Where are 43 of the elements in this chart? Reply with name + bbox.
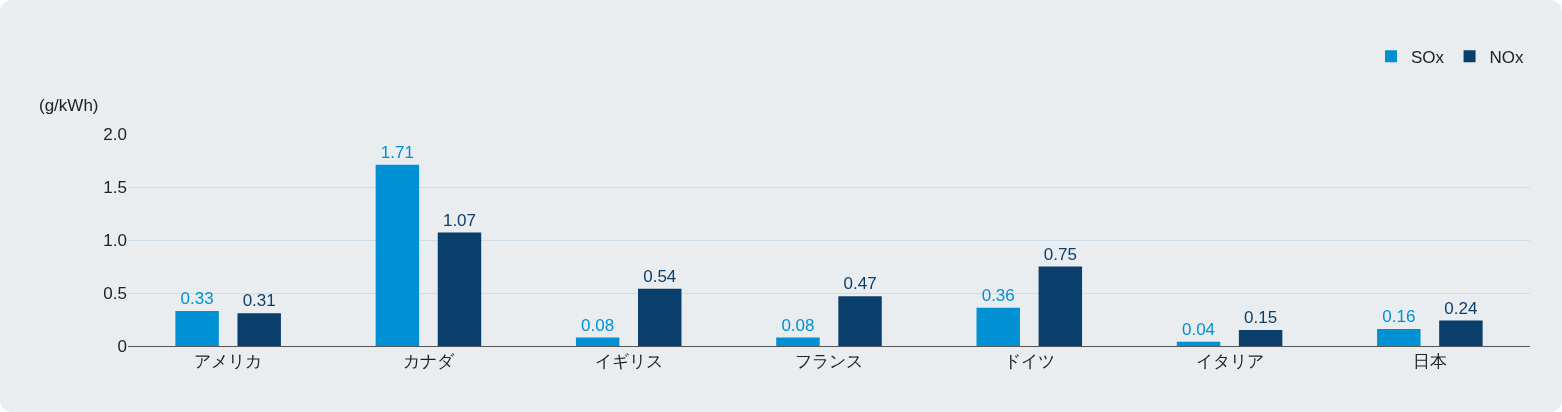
bar [575, 337, 620, 346]
legend-label: SOx [1411, 47, 1445, 67]
bar [437, 232, 482, 346]
data-label: 0.04 [1181, 319, 1216, 339]
data-label: 0.36 [981, 285, 1015, 305]
data-label: 1.71 [380, 142, 414, 162]
x-tick-label: フランス [795, 352, 863, 372]
y-tick-label: 1.0 [103, 230, 127, 250]
data-label: 1.07 [442, 210, 477, 230]
bar [237, 313, 281, 346]
x-tick-label: ドイツ [1003, 352, 1055, 372]
bar [838, 296, 882, 346]
bar [1176, 341, 1221, 346]
data-label: 0.15 [1244, 308, 1278, 328]
y-tick-label: 2.0 [103, 124, 127, 144]
bar [1439, 320, 1483, 346]
x-tick-label: アメリカ [194, 352, 263, 372]
y-axis-title: (g/kWh) [39, 96, 99, 115]
y-tick-label: 1.5 [103, 177, 127, 197]
legend-label: NOx [1489, 47, 1525, 67]
data-label: 0.54 [643, 266, 677, 286]
bar [1038, 266, 1083, 346]
bar [776, 337, 820, 346]
bar [175, 311, 219, 346]
data-label: 0.33 [180, 289, 214, 309]
bar [1238, 330, 1283, 346]
data-label: 0.75 [1043, 244, 1077, 264]
data-label: 0.31 [242, 291, 276, 311]
data-label: 0.47 [843, 274, 877, 294]
data-label: 0.08 [781, 315, 815, 335]
x-tick-label: イタリア [1195, 352, 1264, 372]
y-tick-label: 0.5 [103, 283, 127, 303]
data-label: 0.08 [581, 315, 615, 335]
x-tick-label: 日本 [1412, 352, 1447, 372]
y-tick-label: 0 [117, 336, 127, 356]
bar [375, 164, 420, 346]
data-label: 0.24 [1444, 298, 1478, 318]
x-tick-label: カナダ [402, 352, 455, 372]
bar [1377, 329, 1421, 346]
bar [638, 288, 682, 346]
x-tick-label: イギリス [594, 352, 663, 372]
bar [976, 307, 1020, 346]
data-label: 0.16 [1382, 307, 1416, 327]
